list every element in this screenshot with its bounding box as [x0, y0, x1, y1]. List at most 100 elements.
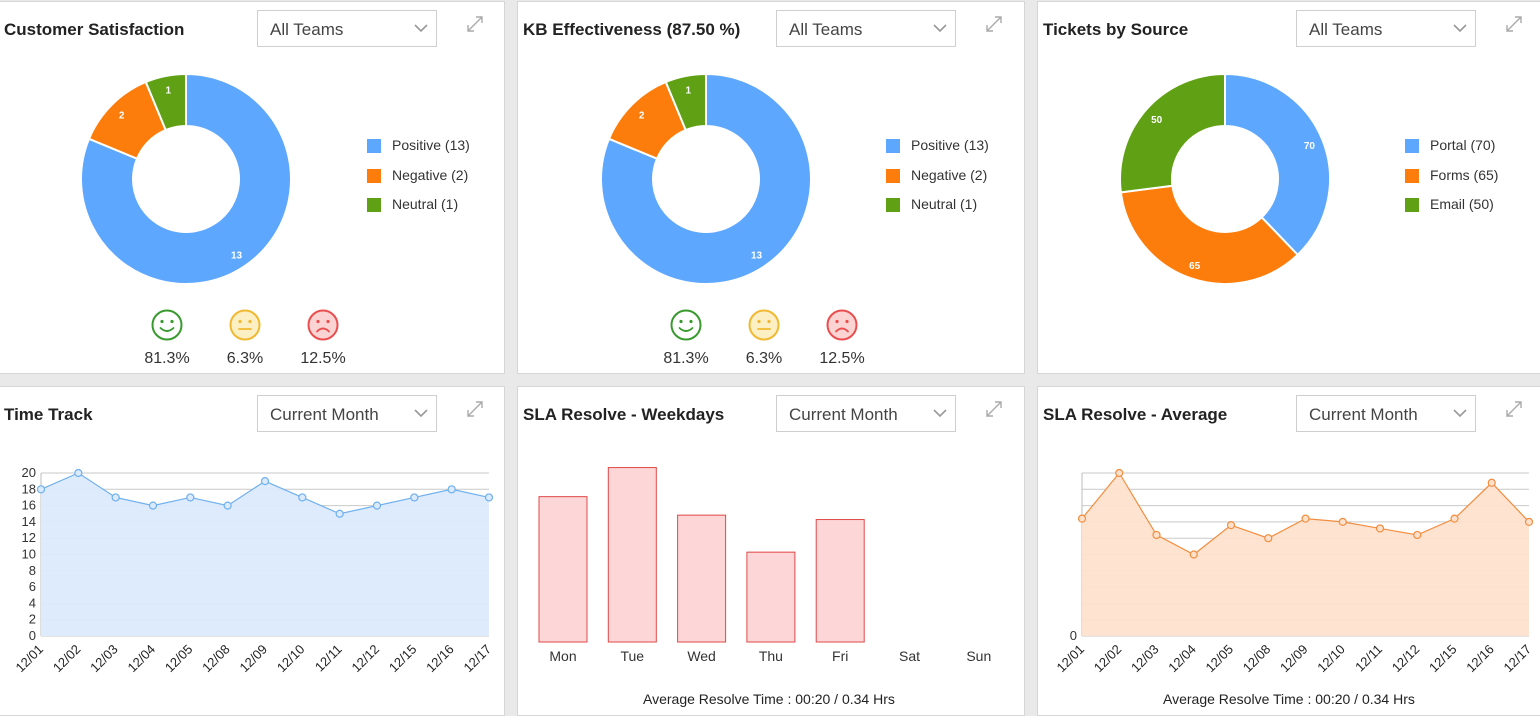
sentiment-percentage: 81.3%: [144, 350, 190, 367]
data-point[interactable]: [260, 477, 270, 486]
y-tick-label: 18: [22, 481, 36, 496]
panel-title: SLA Resolve - Average: [1043, 405, 1228, 424]
donut-chart: 70 65 50: [1119, 72, 1331, 285]
expand-icon[interactable]: [984, 14, 1004, 34]
x-tick-label: Sun: [966, 648, 991, 664]
legend-swatch: [367, 168, 381, 183]
panel-title: Tickets by Source: [1043, 20, 1189, 39]
data-point[interactable]: [484, 493, 494, 502]
x-tick-label: Wed: [687, 648, 716, 664]
expand-icon[interactable]: [465, 14, 485, 34]
x-tick-label: 12/09: [237, 642, 271, 676]
data-point[interactable]: [1524, 517, 1534, 527]
data-point[interactable]: [1413, 530, 1422, 540]
data-point[interactable]: [148, 501, 158, 510]
chevron-down-icon: [1453, 409, 1467, 418]
data-point[interactable]: [335, 509, 344, 518]
data-point[interactable]: [1487, 478, 1496, 487]
bar-chart: Mon Tue Wed Thu Fri Sat Sun: [538, 467, 991, 664]
chevron-down-icon: [933, 24, 947, 33]
period-filter-dropdown[interactable]: Current Month: [776, 395, 956, 432]
panel-customer-satisfaction: Customer Satisfaction All Teams 13 2 1 Pos…: [0, 1, 505, 374]
donut-slice-forms[interactable]: [1119, 184, 1300, 285]
donut-slice-neutral[interactable]: [144, 72, 187, 132]
slice-value-label: 13: [231, 251, 243, 262]
y-tick-label: 12: [22, 530, 36, 545]
period-filter-dropdown[interactable]: Current Month: [257, 395, 437, 432]
data-point[interactable]: [1077, 514, 1087, 523]
x-tick-label: 12/15: [1426, 642, 1460, 676]
legend-swatch: [1405, 139, 1419, 153]
dropdown-value: All Teams: [270, 20, 344, 39]
donut-slice-positive[interactable]: [600, 72, 812, 285]
panel-title: KB Effectiveness (87.50 %): [523, 20, 741, 39]
bar-mon[interactable]: [538, 496, 588, 643]
data-point[interactable]: [1338, 517, 1347, 527]
slice-value-label: 50: [1151, 115, 1163, 126]
data-point[interactable]: [410, 493, 419, 502]
y-tick-label: 8: [29, 563, 36, 578]
expand-icon[interactable]: [1504, 399, 1524, 419]
legend-label: Email (50): [1430, 196, 1494, 212]
expand-icon[interactable]: [1504, 14, 1524, 34]
team-filter-dropdown[interactable]: All Teams: [776, 10, 956, 47]
y-tick-label: 16: [22, 498, 36, 513]
expand-icon[interactable]: [984, 399, 1004, 419]
data-point[interactable]: [1375, 524, 1385, 533]
data-point[interactable]: [1450, 514, 1459, 523]
chevron-down-icon: [414, 409, 428, 418]
data-point[interactable]: [36, 485, 46, 494]
y-tick-label: 10: [22, 547, 36, 562]
legend-swatch: [1405, 198, 1419, 212]
x-tick-label: 12/01: [13, 642, 47, 676]
team-filter-dropdown[interactable]: All Teams: [257, 10, 437, 47]
period-filter-dropdown[interactable]: Current Month: [1296, 395, 1476, 432]
slice-value-label: 13: [751, 251, 763, 262]
x-tick-label: 12/08: [1240, 642, 1274, 676]
bar-tue[interactable]: [607, 467, 657, 643]
data-point[interactable]: [372, 501, 382, 510]
data-point[interactable]: [111, 493, 120, 502]
donut-slice-neutral[interactable]: [664, 72, 707, 132]
slice-value-label: 70: [1304, 141, 1316, 152]
data-point[interactable]: [1152, 530, 1161, 540]
data-point[interactable]: [1226, 521, 1236, 530]
data-point[interactable]: [1301, 514, 1310, 523]
data-point[interactable]: [1115, 468, 1124, 478]
x-tick-label: 12/02: [1091, 642, 1125, 676]
data-point[interactable]: [298, 493, 307, 502]
panel-sla-resolve-weekdays: SLA Resolve - Weekdays Current Month Mon…: [517, 386, 1025, 716]
donut-slice-portal[interactable]: [1224, 72, 1331, 257]
x-tick-label: 12/17: [1501, 642, 1535, 676]
bar-wed[interactable]: [677, 514, 727, 643]
bar-thu[interactable]: [746, 551, 796, 643]
x-tick-label: 12/08: [199, 642, 233, 676]
sentiment-percentage: 6.3%: [226, 350, 264, 367]
donut-slice-email[interactable]: [1119, 72, 1226, 194]
y-tick-label: 14: [22, 514, 36, 529]
chart-legend: Portal (70) Forms (65) Email (50): [1405, 137, 1535, 227]
legend-swatch: [367, 198, 381, 212]
y-tick-label: 0: [29, 628, 36, 643]
expand-icon[interactable]: [465, 399, 485, 419]
data-point[interactable]: [447, 485, 456, 494]
x-tick-label: 12/05: [162, 642, 196, 676]
panel-title: SLA Resolve - Weekdays: [523, 405, 725, 424]
x-tick-label: 12/11: [312, 642, 345, 675]
data-point[interactable]: [1264, 534, 1273, 543]
sentiment-percentage: 6.3%: [745, 350, 783, 367]
x-tick-label: 12/12: [1389, 642, 1423, 676]
data-point[interactable]: [74, 468, 83, 478]
x-tick-label: Fri: [832, 648, 848, 664]
bar-fri[interactable]: [815, 519, 865, 643]
data-point[interactable]: [223, 501, 232, 510]
donut-slice-positive[interactable]: [80, 72, 292, 285]
sentiment-faces: 81.3% 6.3% 12.5%: [139, 308, 389, 368]
data-point[interactable]: [186, 493, 195, 502]
legend-label: Positive (13): [911, 137, 989, 153]
data-point[interactable]: [1189, 550, 1198, 559]
x-tick-label: 12/16: [423, 642, 457, 676]
legend-label: Neutral (1): [911, 196, 978, 212]
team-filter-dropdown[interactable]: All Teams: [1296, 10, 1476, 47]
sentiment-percentage: 12.5%: [819, 350, 865, 367]
